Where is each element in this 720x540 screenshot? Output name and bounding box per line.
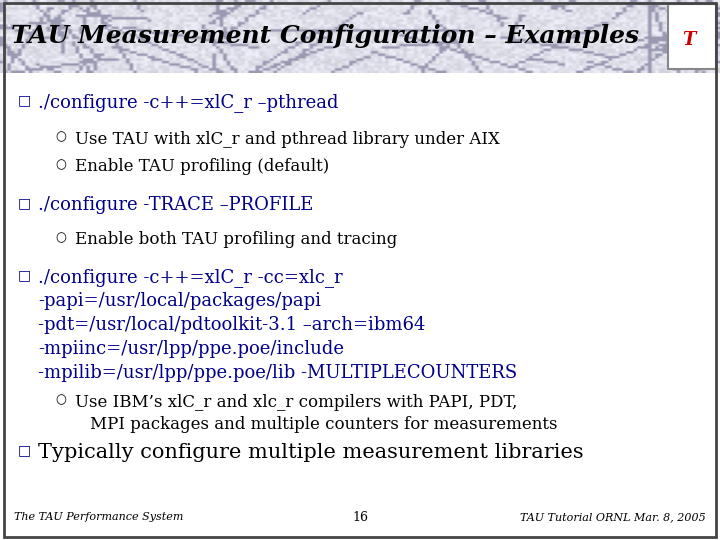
- Text: Use IBM’s xlC_r and xlc_r compilers with PAPI, PDT,: Use IBM’s xlC_r and xlc_r compilers with…: [75, 394, 518, 411]
- Text: □: □: [18, 196, 31, 210]
- Text: ○: ○: [55, 131, 66, 144]
- Text: ○: ○: [55, 158, 66, 171]
- Text: T: T: [683, 31, 696, 49]
- Text: -papi=/usr/local/packages/papi: -papi=/usr/local/packages/papi: [38, 292, 321, 310]
- Text: ./configure -c++=xlC_r –pthread: ./configure -c++=xlC_r –pthread: [38, 93, 338, 112]
- Text: □: □: [18, 443, 31, 457]
- Text: MPI packages and multiple counters for measurements: MPI packages and multiple counters for m…: [90, 415, 557, 433]
- Text: The TAU Performance System: The TAU Performance System: [14, 512, 184, 522]
- Text: □: □: [18, 93, 31, 107]
- Text: -mpiinc=/usr/lpp/ppe.poe/include: -mpiinc=/usr/lpp/ppe.poe/include: [38, 340, 344, 358]
- Text: TAU Tutorial ORNL Mar. 8, 2005: TAU Tutorial ORNL Mar. 8, 2005: [520, 512, 706, 522]
- Text: ./configure -TRACE –PROFILE: ./configure -TRACE –PROFILE: [38, 196, 313, 214]
- Text: Enable TAU profiling (default): Enable TAU profiling (default): [75, 158, 329, 176]
- Text: ○: ○: [55, 231, 66, 244]
- Text: -mpilib=/usr/lpp/ppe.poe/lib -MULTIPLECOUNTERS: -mpilib=/usr/lpp/ppe.poe/lib -MULTIPLECO…: [38, 364, 517, 382]
- Text: ○: ○: [55, 394, 66, 407]
- Text: 16: 16: [352, 511, 368, 524]
- Text: TAU Measurement Configuration – Examples: TAU Measurement Configuration – Examples: [11, 24, 639, 49]
- Text: -pdt=/usr/local/pdtoolkit-3.1 –arch=ibm64: -pdt=/usr/local/pdtoolkit-3.1 –arch=ibm6…: [38, 316, 426, 334]
- Text: Enable both TAU profiling and tracing: Enable both TAU profiling and tracing: [75, 231, 397, 248]
- Text: ./configure -c++=xlC_r -cc=xlc_r: ./configure -c++=xlC_r -cc=xlc_r: [38, 268, 343, 287]
- Text: □: □: [18, 268, 31, 282]
- Text: Typically configure multiple measurement libraries: Typically configure multiple measurement…: [38, 443, 584, 462]
- Text: Use TAU with xlC_r and pthread library under AIX: Use TAU with xlC_r and pthread library u…: [75, 131, 500, 147]
